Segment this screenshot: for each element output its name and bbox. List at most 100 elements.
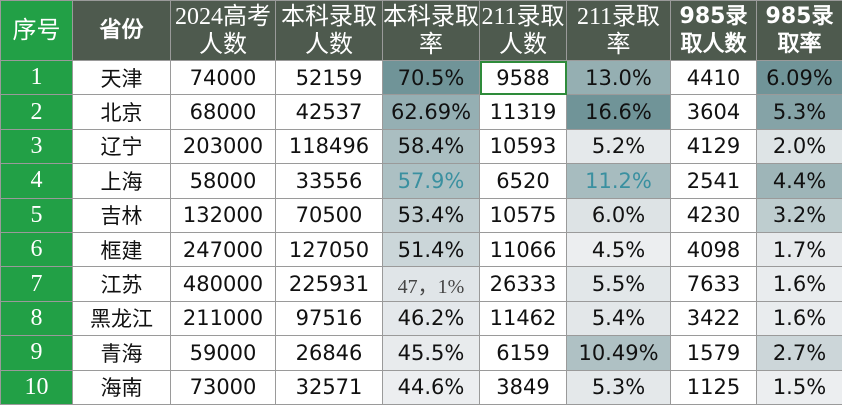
cell-undergrad-rate[interactable]: 45.5% — [382, 335, 480, 371]
cell-exam-takers[interactable]: 247000 — [170, 231, 276, 268]
cell-211-rate[interactable]: 5.3% — [566, 369, 671, 405]
cell-index[interactable]: 3 — [0, 128, 73, 165]
cell-985-rate[interactable]: 1.6% — [756, 266, 842, 302]
table-row[interactable]: 6 框建 247000 127050 51.4% 11066 4.5% 4098 1.7% — [0, 231, 842, 268]
cell-index[interactable]: 10 — [0, 369, 73, 405]
cell-index[interactable]: 8 — [0, 300, 73, 337]
cell-province[interactable]: 天津 — [72, 59, 171, 96]
cell-211-admitted[interactable]: 10593 — [479, 128, 567, 165]
cell-211-rate[interactable]: 5.2% — [566, 128, 671, 165]
cell-985-admitted[interactable]: 3422 — [670, 300, 757, 337]
cell-province[interactable]: 海南 — [72, 369, 171, 405]
cell-undergrad-rate[interactable]: 51.4% — [382, 231, 480, 268]
header-province[interactable]: 省份 — [72, 0, 171, 61]
cell-exam-takers[interactable]: 68000 — [170, 94, 276, 130]
cell-undergrad-rate[interactable]: 57.9% — [382, 163, 480, 199]
header-985-rate[interactable]: 985录取率 — [756, 0, 842, 61]
cell-province[interactable]: 江苏 — [72, 266, 171, 302]
cell-province[interactable]: 框建 — [72, 231, 171, 268]
cell-index[interactable]: 2 — [0, 94, 73, 130]
cell-985-admitted[interactable]: 1125 — [670, 369, 757, 405]
cell-undergrad-admitted[interactable]: 52159 — [275, 59, 383, 96]
header-undergrad-admitted[interactable]: 本科录取人数 — [275, 0, 383, 61]
header-211-rate[interactable]: 211录取率 — [566, 0, 671, 61]
cell-undergrad-rate[interactable]: 53.4% — [382, 197, 480, 233]
cell-211-rate[interactable]: 5.4% — [566, 300, 671, 337]
cell-province[interactable]: 北京 — [72, 94, 171, 130]
cell-undergrad-admitted[interactable]: 225931 — [275, 266, 383, 302]
cell-985-rate[interactable]: 2.7% — [756, 335, 842, 371]
cell-exam-takers[interactable]: 480000 — [170, 266, 276, 302]
cell-985-rate[interactable]: 4.4% — [756, 163, 842, 199]
cell-undergrad-rate[interactable]: 70.5% — [382, 59, 480, 96]
cell-985-admitted[interactable]: 4129 — [670, 128, 757, 165]
cell-985-rate[interactable]: 1.6% — [756, 300, 842, 337]
table-row[interactable]: 3 辽宁 203000 118496 58.4% 10593 5.2% 4129 2.0% — [0, 128, 842, 165]
cell-211-admitted[interactable]: 11319 — [479, 94, 567, 130]
table-row[interactable]: 4 上海 58000 33556 57.9% 6520 11.2% 2541 4.4% — [0, 163, 842, 199]
cell-undergrad-rate[interactable]: 58.4% — [382, 128, 480, 165]
cell-985-admitted[interactable]: 1579 — [670, 335, 757, 371]
cell-985-rate[interactable]: 1.7% — [756, 231, 842, 268]
cell-index[interactable]: 6 — [0, 231, 73, 268]
cell-province[interactable]: 上海 — [72, 163, 171, 199]
cell-exam-takers[interactable]: 74000 — [170, 59, 276, 96]
cell-985-rate[interactable]: 2.0% — [756, 128, 842, 165]
cell-211-rate[interactable]: 13.0% — [566, 59, 671, 96]
cell-undergrad-rate[interactable]: 46.2% — [382, 300, 480, 337]
cell-211-admitted[interactable]: 10575 — [479, 197, 567, 233]
cell-undergrad-admitted[interactable]: 32571 — [275, 369, 383, 405]
cell-211-admitted[interactable]: 9588 — [479, 59, 567, 96]
cell-exam-takers[interactable]: 58000 — [170, 163, 276, 199]
cell-211-rate[interactable]: 4.5% — [566, 231, 671, 268]
cell-undergrad-admitted[interactable]: 97516 — [275, 300, 383, 337]
cell-province[interactable]: 辽宁 — [72, 128, 171, 165]
cell-985-admitted[interactable]: 2541 — [670, 163, 757, 199]
cell-985-admitted[interactable]: 4230 — [670, 197, 757, 233]
cell-985-rate[interactable]: 1.5% — [756, 369, 842, 405]
cell-exam-takers[interactable]: 211000 — [170, 300, 276, 337]
cell-985-admitted[interactable]: 7633 — [670, 266, 757, 302]
cell-211-admitted[interactable]: 3849 — [479, 369, 567, 405]
cell-province[interactable]: 吉林 — [72, 197, 171, 233]
table-row[interactable]: 5 吉林 132000 70500 53.4% 10575 6.0% 4230 3.2% — [0, 197, 842, 233]
cell-985-admitted[interactable]: 4410 — [670, 59, 757, 96]
cell-211-rate[interactable]: 6.0% — [566, 197, 671, 233]
table-row[interactable]: 10 海南 73000 32571 44.6% 3849 5.3% 1125 1.5% — [0, 369, 842, 405]
cell-undergrad-rate[interactable]: 62.69% — [382, 94, 480, 130]
cell-211-rate[interactable]: 5.5% — [566, 266, 671, 302]
cell-province[interactable]: 黑龙江 — [72, 300, 171, 337]
cell-211-admitted[interactable]: 11066 — [479, 231, 567, 268]
cell-211-admitted[interactable]: 26333 — [479, 266, 567, 302]
cell-211-rate[interactable]: 11.2% — [566, 163, 671, 199]
header-985-admitted[interactable]: 985录取人数 — [670, 0, 757, 61]
cell-index[interactable]: 9 — [0, 335, 73, 371]
table-row[interactable]: 7 江苏 480000 225931 47，1% 26333 5.5% 7633 1.6% — [0, 266, 842, 302]
cell-exam-takers[interactable]: 203000 — [170, 128, 276, 165]
cell-985-admitted[interactable]: 4098 — [670, 231, 757, 268]
cell-undergrad-admitted[interactable]: 26846 — [275, 335, 383, 371]
cell-undergrad-admitted[interactable]: 70500 — [275, 197, 383, 233]
cell-index[interactable]: 5 — [0, 197, 73, 233]
table-row[interactable]: 2 北京 68000 42537 62.69% 11319 16.6% 3604 5.3% — [0, 94, 842, 130]
cell-985-rate[interactable]: 3.2% — [756, 197, 842, 233]
cell-985-rate[interactable]: 5.3% — [756, 94, 842, 130]
cell-211-admitted[interactable]: 6159 — [479, 335, 567, 371]
cell-undergrad-admitted[interactable]: 33556 — [275, 163, 383, 199]
cell-985-rate[interactable]: 6.09% — [756, 59, 842, 96]
header-exam-takers[interactable]: 2024高考人数 — [170, 0, 276, 61]
cell-index[interactable]: 4 — [0, 163, 73, 199]
table-row[interactable]: 9 青海 59000 26846 45.5% 6159 10.49% 1579 2.7% — [0, 335, 842, 371]
cell-undergrad-admitted[interactable]: 42537 — [275, 94, 383, 130]
cell-211-admitted[interactable]: 11462 — [479, 300, 567, 337]
header-index[interactable]: 序号 — [0, 0, 73, 61]
table-row[interactable]: 1 天津 74000 52159 70.5% 9588 13.0% 4410 6.09% — [0, 59, 842, 96]
cell-985-admitted[interactable]: 3604 — [670, 94, 757, 130]
cell-exam-takers[interactable]: 59000 — [170, 335, 276, 371]
header-211-admitted[interactable]: 211录取人数 — [479, 0, 567, 61]
header-undergrad-rate[interactable]: 本科录取率 — [382, 0, 480, 61]
cell-exam-takers[interactable]: 132000 — [170, 197, 276, 233]
cell-exam-takers[interactable]: 73000 — [170, 369, 276, 405]
cell-index[interactable]: 1 — [0, 59, 73, 96]
cell-211-rate[interactable]: 16.6% — [566, 94, 671, 130]
